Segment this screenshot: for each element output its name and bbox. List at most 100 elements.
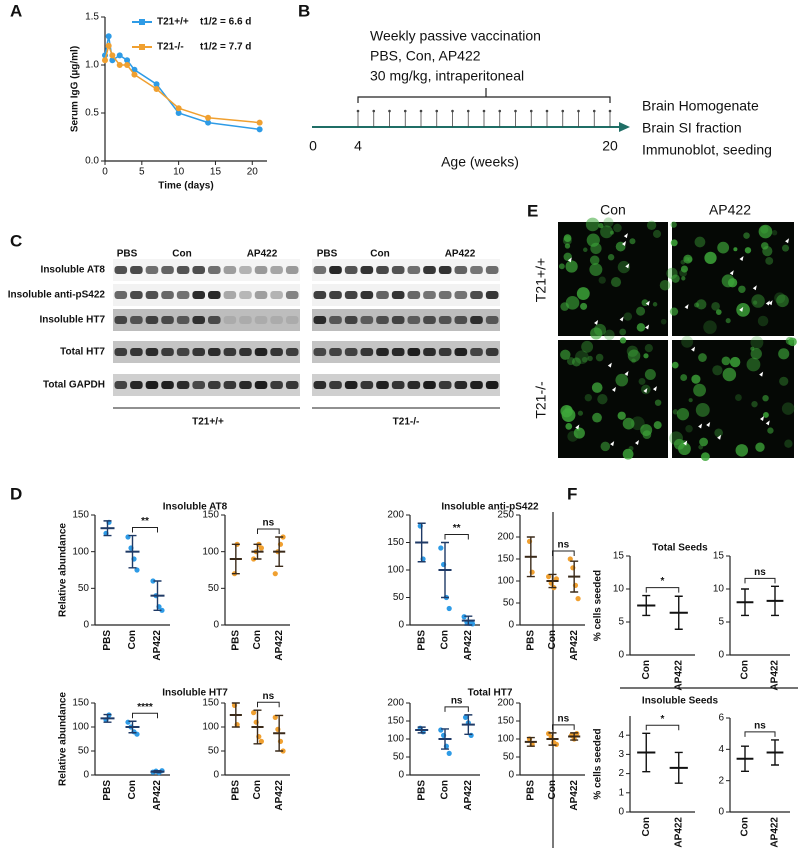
cell: [788, 337, 797, 347]
y-tick-label: 250: [497, 510, 514, 521]
x-tick-label: Con: [547, 630, 558, 649]
blot-band: [285, 291, 299, 299]
cell: [619, 328, 627, 336]
sig-bracket: [132, 527, 158, 533]
blot-band: [360, 381, 374, 389]
cell: [767, 427, 774, 434]
cell: [590, 327, 603, 340]
chart-title: Total Seeds: [652, 543, 708, 554]
cell: [580, 302, 588, 310]
y-tick-label: 15: [613, 551, 625, 562]
data-point: [153, 81, 160, 88]
arrowhead: [643, 388, 648, 394]
error-caps: [570, 732, 579, 741]
blot-band: [423, 381, 436, 389]
data-point: [150, 578, 156, 584]
cell: [779, 376, 789, 386]
blot-band: [114, 291, 128, 299]
blot-band: [270, 348, 283, 356]
arrowhead: [752, 285, 757, 291]
data-point: [546, 574, 552, 580]
cell: [765, 256, 774, 265]
cell: [592, 412, 602, 423]
blot-band: [130, 348, 143, 356]
x-tick-label: AP422: [673, 660, 684, 691]
x-tick-label: Con: [641, 817, 652, 836]
data-point: [438, 545, 444, 551]
error-caps: [526, 736, 535, 747]
y-axis-label: Serum IgG (µg/ml): [70, 46, 81, 132]
bracket: [357, 88, 611, 103]
legend-label: T21-/-: [157, 42, 184, 53]
cell: [714, 428, 723, 438]
sig-bracket: [444, 706, 469, 712]
timeline-header: PBS, Con, AP422: [370, 48, 481, 64]
cell: [586, 233, 600, 247]
y-tick-label: 200: [387, 510, 404, 521]
arrowhead: [765, 420, 770, 426]
cell: [622, 448, 634, 460]
sig-bracket: [645, 724, 680, 731]
arrowhead: [717, 434, 722, 440]
data-point: [116, 62, 123, 68]
data-point: [105, 33, 112, 40]
data-point: [469, 621, 476, 627]
blot-band: [254, 316, 268, 324]
cell: [753, 300, 758, 305]
blot-band: [192, 266, 205, 274]
blot-band: [454, 266, 468, 274]
y-tick-label: 100: [497, 576, 514, 587]
sig-bracket: [552, 550, 575, 556]
row-label: Total HT7: [60, 347, 105, 358]
blot-band: [223, 316, 237, 324]
output: Immunoblot, seeding: [642, 142, 772, 158]
sig-label: **: [141, 516, 149, 527]
error-caps: [441, 728, 449, 750]
group-label: AP422: [445, 249, 476, 260]
y-tick-label: 150: [497, 554, 514, 565]
error-caps: [275, 536, 284, 568]
blot-band: [145, 291, 159, 299]
x-tick-label: AP422: [673, 817, 684, 848]
data-point: [256, 126, 263, 133]
x-tick-label: 5: [139, 167, 145, 178]
blot-band: [208, 348, 221, 356]
cell: [623, 312, 633, 321]
x-tick-label: PBS: [525, 780, 536, 801]
y-tick-label: 0: [618, 650, 624, 661]
error-caps: [128, 720, 137, 734]
data-point: [125, 719, 131, 725]
data-point: [131, 71, 138, 78]
cell: [696, 299, 707, 310]
y-tick-label: 1.5: [85, 12, 99, 23]
cell: [758, 224, 773, 239]
y-tick-label: 5: [718, 617, 724, 628]
cell: [638, 377, 646, 385]
week-dot: [466, 109, 470, 113]
blot-band: [161, 316, 174, 324]
blot-band: [438, 291, 452, 299]
blot-band: [391, 291, 405, 299]
arrowhead: [619, 316, 624, 322]
error-caps: [570, 560, 579, 593]
y-tick-label: 150: [202, 510, 219, 521]
blot-band: [130, 291, 143, 299]
blot-band: [485, 316, 499, 324]
blot-band: [176, 381, 190, 389]
x-tick-label: PBS: [230, 780, 241, 801]
blot-band: [423, 316, 436, 324]
blot-band: [329, 316, 342, 324]
data-point: [272, 571, 278, 577]
x-tick-label: AP422: [463, 630, 474, 661]
legend-marker: [139, 19, 145, 25]
data-point: [205, 114, 212, 121]
x-tick-label: AP422: [463, 780, 474, 811]
x-tick-label: AP422: [274, 780, 285, 811]
blot-band: [391, 348, 405, 356]
timeline-tick: 0: [309, 138, 317, 154]
cell: [573, 427, 585, 439]
x-tick-label: AP422: [274, 630, 285, 661]
chart-title: Insoluble AT8: [163, 502, 228, 513]
data-point: [124, 62, 131, 68]
